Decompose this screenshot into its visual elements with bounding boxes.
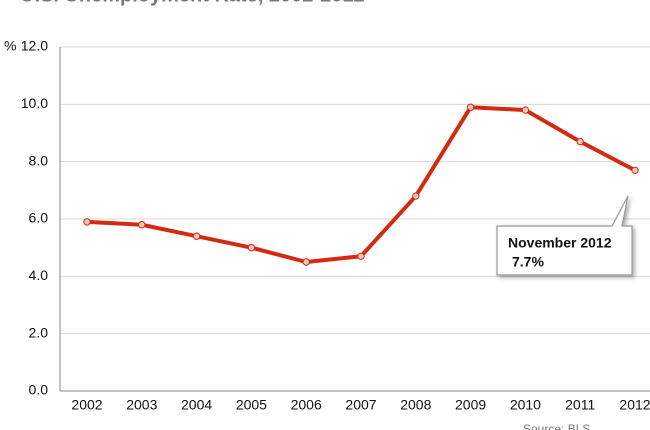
y-tick-label: 8.0: [29, 152, 49, 168]
annotation-label: 7.7%: [512, 254, 544, 270]
point-marker: [357, 252, 365, 260]
x-tick-label: 2005: [236, 397, 267, 413]
source: Source: BLS: [523, 422, 590, 430]
x-tick-label: 2003: [126, 397, 157, 413]
x-tick-label: 2008: [400, 397, 431, 413]
x-tick-label: 2012: [619, 397, 650, 413]
point-marker: [192, 232, 201, 240]
x-tick-label: 2010: [510, 397, 541, 413]
point-marker: [247, 243, 256, 252]
chart-title: U.S. Unemployment Rate, 2002-2012: [20, 0, 365, 6]
y-tick-label: 10.0: [21, 95, 48, 111]
point-marker: [576, 137, 584, 146]
y-tick-label: 6.0: [29, 210, 49, 226]
x-tick-label: 2009: [455, 397, 486, 413]
y-tick-label: 12.0: [21, 38, 48, 54]
x-tick-label: 2004: [181, 397, 212, 413]
x-tick-label: 2006: [291, 397, 322, 413]
callout-box: [496, 195, 633, 276]
point-marker: [138, 221, 146, 229]
point-marker: [412, 192, 420, 200]
y-tick-label: 0.0: [29, 382, 49, 398]
point-marker: [521, 106, 530, 114]
plot: [83, 103, 639, 266]
x-tick-label: 2002: [71, 397, 102, 413]
annotation-title: November 2012: [508, 235, 612, 251]
y-tick-label: 2.0: [29, 324, 49, 340]
point-marker: [302, 258, 310, 266]
grid: [60, 46, 650, 392]
point-marker: [83, 218, 91, 226]
y-tick-label: 4.0: [29, 267, 49, 283]
point-marker: [631, 166, 639, 174]
y-axis-label: %: [4, 38, 16, 54]
x-tick-label: 2011: [565, 397, 595, 413]
x-tick-label: 2007: [345, 397, 376, 413]
point-marker: [466, 103, 475, 111]
